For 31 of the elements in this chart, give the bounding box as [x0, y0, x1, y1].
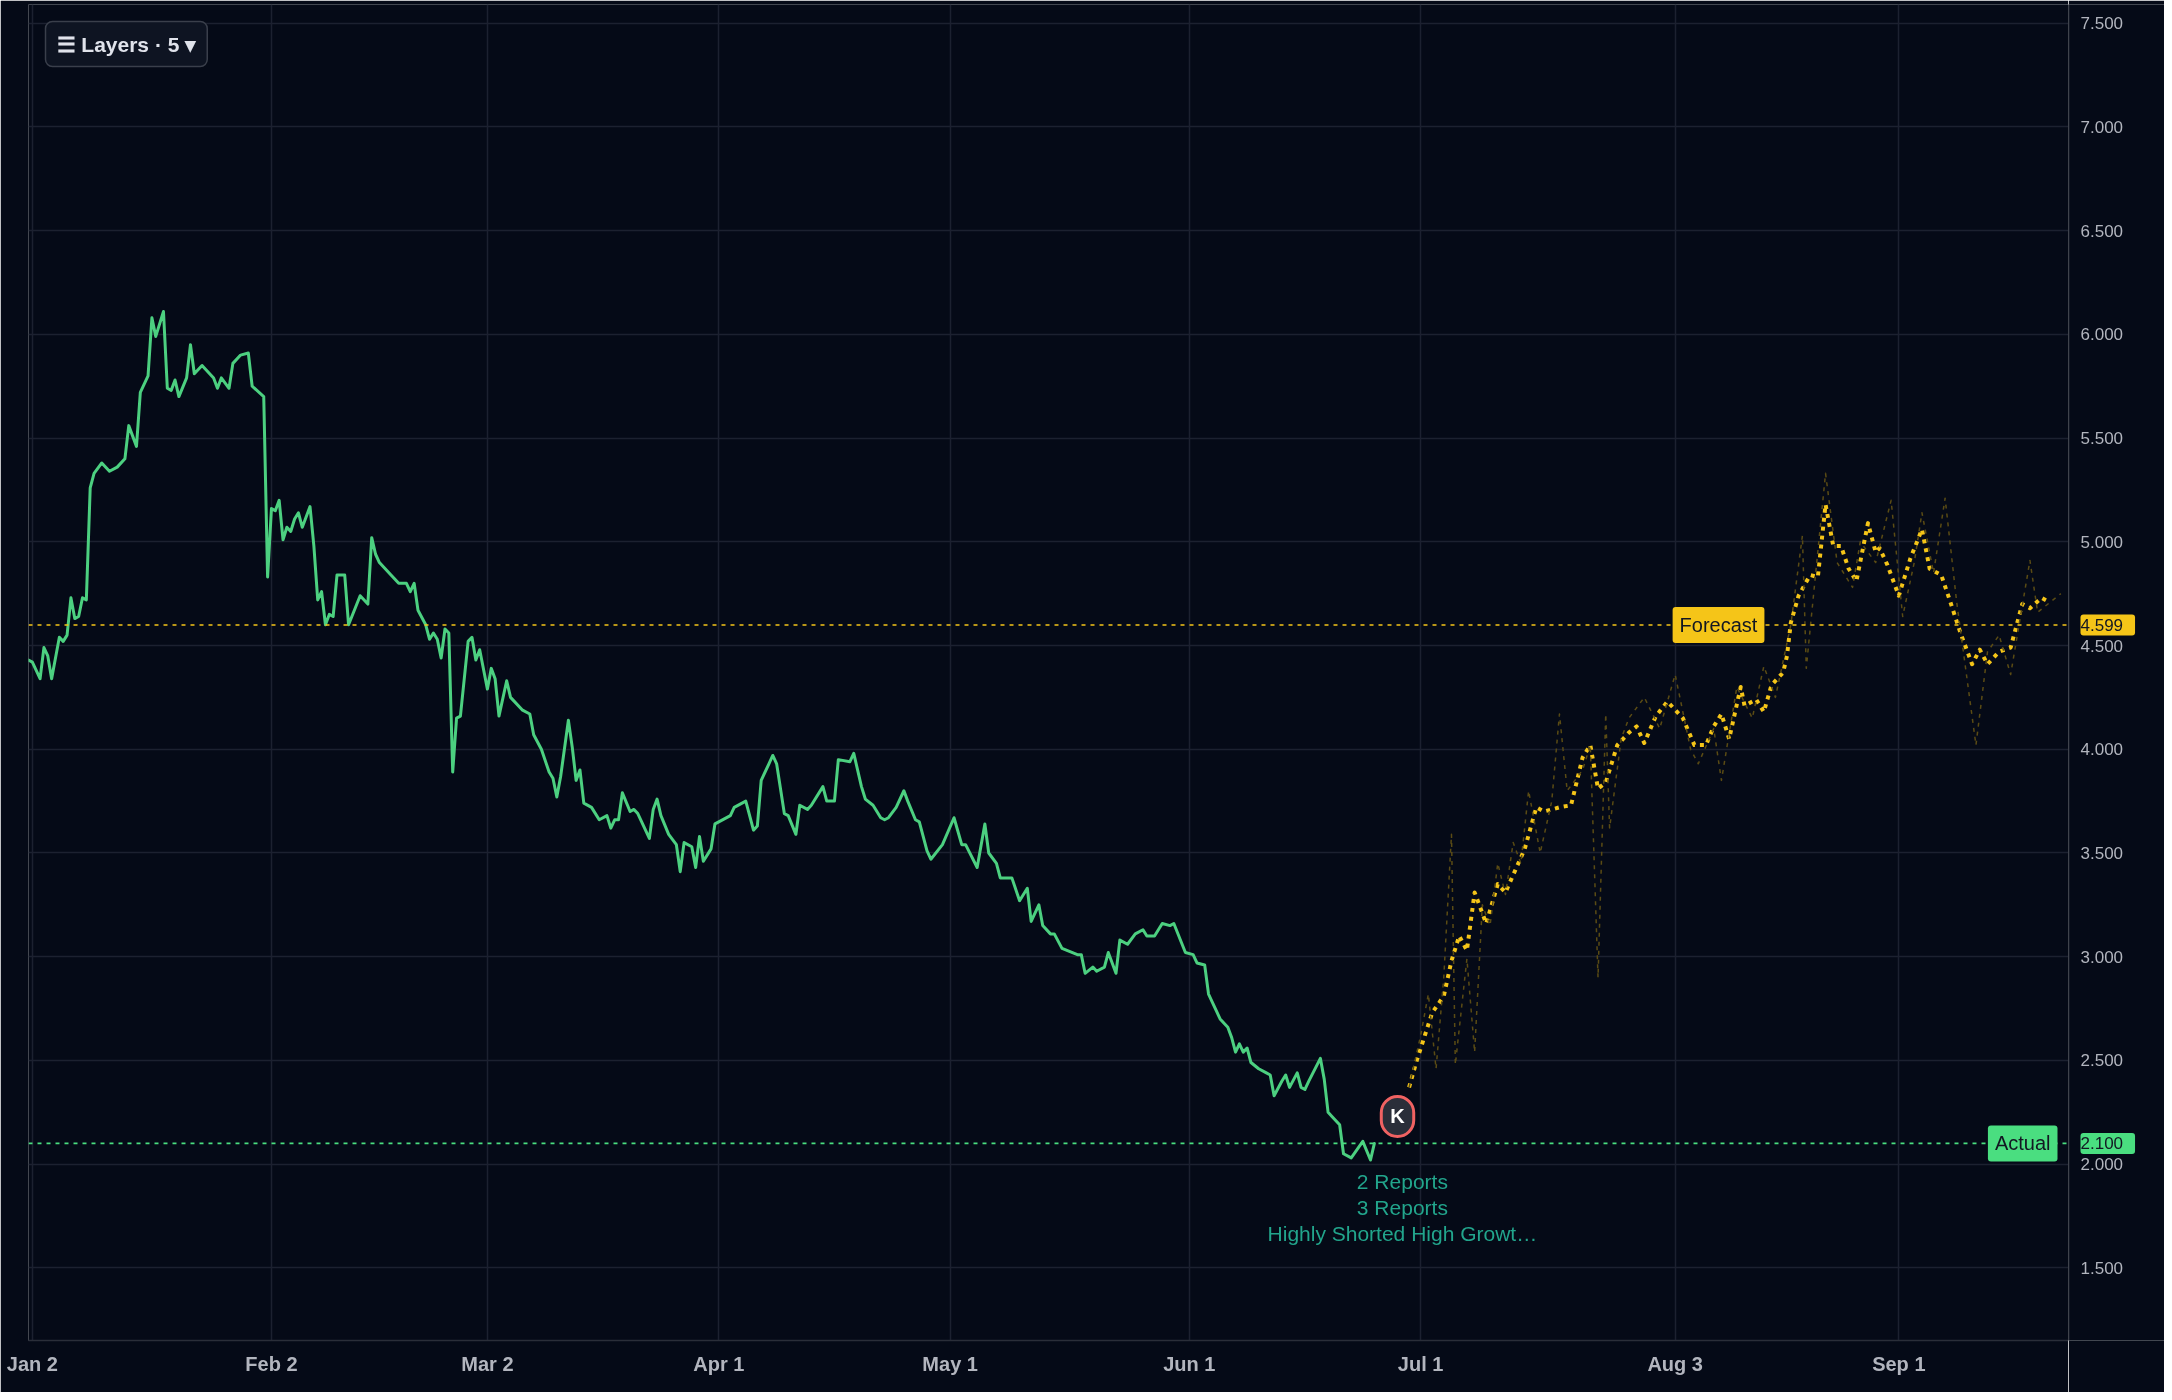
- y-tick-label: 2.500: [2080, 1051, 2124, 1071]
- y-tick-label: 1.500: [2080, 1258, 2124, 1278]
- annotation: Highly Shorted High Growt…: [1267, 1221, 1538, 1245]
- x-tick-label: Aug 3: [1647, 1352, 1703, 1375]
- y-tick-label: 5.500: [2080, 429, 2124, 449]
- y-tick-label: 7.000: [2080, 117, 2124, 137]
- y-tick-label: 5.000: [2080, 532, 2124, 552]
- x-tick-label: Jul 1: [1397, 1352, 1444, 1375]
- y-tick-label: 4.599: [2080, 615, 2124, 635]
- x-tick-label: Apr 1: [693, 1352, 745, 1375]
- annotation: ☰ Layers · 5 ▾: [56, 32, 198, 56]
- annotation: 2 Reports: [1356, 1169, 1448, 1193]
- y-tick-label: 4.500: [2080, 636, 2124, 656]
- y-tick-label: 4.000: [2080, 740, 2124, 760]
- y-tick-label: 3.500: [2080, 843, 2124, 863]
- x-tick-label: Jun 1: [1163, 1352, 1216, 1375]
- annotation: K: [1390, 1105, 1406, 1128]
- y-tick-label: 2.000: [2080, 1155, 2124, 1175]
- y-tick-label: 6.000: [2080, 325, 2124, 345]
- ref-line-label: Forecast: [1679, 613, 1758, 636]
- y-tick-label: 2.100: [2080, 1134, 2124, 1154]
- x-tick-label: Jan 2: [6, 1352, 58, 1375]
- ref-line-label: Actual: [1994, 1132, 2051, 1155]
- y-tick-label: 6.500: [2080, 221, 2124, 241]
- x-tick-label: May 1: [922, 1352, 978, 1375]
- annotation: 3 Reports: [1356, 1195, 1448, 1219]
- x-tick-label: Mar 2: [461, 1352, 514, 1375]
- y-tick-label: 3.000: [2080, 947, 2124, 967]
- x-tick-label: Feb 2: [245, 1352, 298, 1375]
- x-tick-label: Sep 1: [1872, 1352, 1926, 1375]
- y-tick-label: 7.500: [2080, 14, 2124, 34]
